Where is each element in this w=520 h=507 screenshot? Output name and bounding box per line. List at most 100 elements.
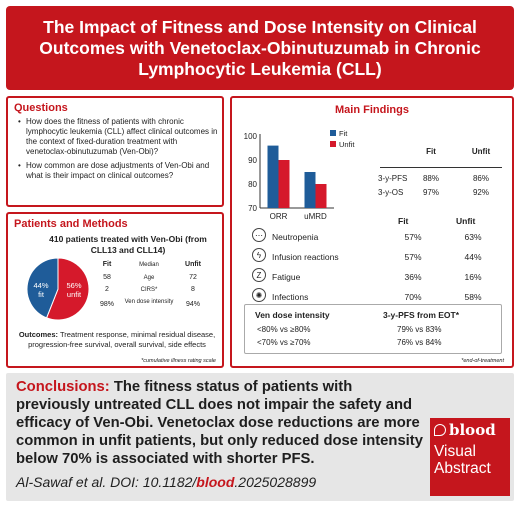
row-label: 3-y-OS: [378, 188, 404, 197]
legend-fit: Fit: [330, 128, 354, 139]
questions-panel: Questions How does the fitness of patien…: [6, 96, 224, 207]
infection-icon: ✺: [252, 288, 266, 302]
cell-fit: 58: [103, 274, 111, 281]
row-label: 3-y-PFS: [378, 174, 408, 183]
bar-fit-orr: [267, 145, 279, 208]
fitness-pie-chart: 44% fit 56% unfit: [26, 257, 90, 321]
cell-unfit: 44%: [464, 252, 482, 262]
cell-fit: 97%: [422, 188, 439, 197]
conclusions-label: Conclusions:: [16, 379, 110, 395]
citation-journal: blood: [196, 474, 235, 490]
badge-line-1: Visual: [434, 443, 476, 460]
dose-row-label: <70% vs ≥70%: [257, 338, 311, 347]
survival-header-row: Fit Unfit: [378, 147, 512, 159]
table-row: ϟ Infusion reactions 57% 44%: [252, 248, 502, 266]
cell-unfit: 94%: [185, 301, 200, 308]
header-unfit: Unfit: [185, 261, 201, 268]
neutropenia-icon: ⋯: [252, 228, 266, 242]
lightning-icon: ϟ: [252, 248, 266, 262]
blood-drop-icon: [434, 424, 446, 436]
bar-unfit-orr: [278, 160, 290, 208]
findings-title: Main Findings: [335, 104, 409, 116]
ae-name: Fatigue: [272, 272, 301, 282]
eot-footnote: *end-of-treatment: [461, 358, 504, 364]
survival-divider: [380, 167, 502, 168]
blood-logo: blood: [434, 421, 506, 439]
table-row: 58 Age 72: [98, 274, 210, 285]
cirs-footnote: *cumulative illness rating scale: [141, 358, 216, 364]
citation[interactable]: Al-Sawaf et al. DOI: 10.1182/blood.20250…: [16, 474, 316, 490]
methods-panel: Patients and Methods 410 patients treate…: [6, 212, 224, 368]
badge-line-2: Abstract: [434, 460, 491, 477]
outcomes-list: Treatment response, minimal residual dis…: [28, 330, 216, 349]
fatigue-icon: Z: [252, 268, 266, 282]
cell-fit: 2: [105, 286, 109, 293]
table-row: 98% Ven dose intensity 94%: [98, 299, 210, 310]
bar-fit-umrd: [304, 172, 316, 208]
cell-unfit: 63%: [464, 232, 482, 242]
dose-heading-right: 3-y-PFS from EOT*: [383, 310, 460, 320]
findings-panel: Main Findings 70 80 90 100 ORR uMRD Fit Unfit…: [230, 96, 514, 368]
cell-unfit: 72: [189, 274, 197, 281]
table-row: 3-y-PFS 88% 86%: [378, 174, 512, 186]
cell-fit: 57%: [404, 232, 422, 242]
ae-name: Neutropenia: [272, 232, 319, 242]
table-row: ⋯ Neutropenia 57% 63%: [252, 228, 502, 246]
cell-fit: 98%: [99, 301, 114, 308]
cohort-heading: 410 patients treated with Ven-Obi (from …: [49, 234, 207, 255]
badge-text: Visual Abstract: [434, 443, 506, 477]
chart-legend: Fit Unfit: [330, 128, 354, 150]
header-median: Median: [139, 262, 159, 268]
outcomes-label: Outcomes:: [18, 330, 59, 339]
dose-heading-left: Ven dose intensity: [255, 310, 330, 320]
x-tick-label: ORR: [270, 212, 288, 221]
cell-unfit: 58%: [464, 292, 482, 302]
dose-row-value: 76% vs 84%: [397, 338, 442, 347]
table-row: ✺ Infections 70% 58%: [252, 288, 502, 306]
visual-abstract-badge: blood Visual Abstract: [430, 418, 510, 496]
header-fit: Fit: [426, 147, 436, 156]
cell-fit: 57%: [404, 252, 422, 262]
bar-unfit-umrd: [315, 184, 327, 208]
cell-label: Ven dose intensity: [124, 299, 174, 305]
cell-fit: 70%: [404, 292, 422, 302]
y-tick-label: 100: [244, 132, 258, 141]
pie-slice-fit: [26, 257, 59, 319]
blood-logo-text: blood: [449, 421, 496, 439]
y-tick-label: 80: [248, 180, 257, 189]
legend-swatch-fit: [330, 130, 336, 136]
dose-intensity-box: Ven dose intensity 3-y-PFS from EOT* <80…: [244, 304, 502, 354]
response-bar-chart: 70 80 90 100 ORR uMRD: [238, 128, 358, 228]
legend-swatch-unfit: [330, 141, 336, 147]
y-tick-label: 90: [248, 156, 257, 165]
ae-header-unfit: Unfit: [456, 216, 476, 226]
conclusions-body: The fitness status of patients with prev…: [16, 379, 423, 467]
pie-slice-unfit: [45, 257, 90, 321]
conclusions-panel: Conclusions: The fitness status of patie…: [6, 373, 514, 501]
outcomes-text: Outcomes: Treatment response, minimal re…: [16, 330, 218, 349]
cell-label: Age: [143, 275, 155, 281]
ae-name: Infections: [272, 292, 309, 302]
legend-fit-label: Fit: [339, 129, 348, 138]
x-tick-label: uMRD: [304, 212, 327, 221]
conclusions-text: Conclusions: The fitness status of patie…: [16, 378, 430, 468]
questions-list: How does the fitness of patients with ch…: [18, 117, 220, 185]
cell-unfit: 92%: [472, 188, 489, 197]
cell-fit: 36%: [404, 272, 422, 282]
citation-suffix: .2025028899: [234, 474, 317, 490]
questions-title: Questions: [14, 102, 68, 114]
table-row: 2 CIRS* 8: [98, 286, 210, 297]
pie-svg: [26, 257, 90, 321]
cell-label: CIRS*: [140, 287, 158, 293]
legend-unfit: Unfit: [330, 139, 354, 150]
ae-header-fit: Fit: [398, 216, 409, 226]
cell-fit: 88%: [422, 174, 439, 183]
cell-unfit: 8: [191, 286, 195, 293]
table-row: Z Fatigue 36% 16%: [252, 268, 502, 286]
citation-prefix: Al-Sawaf et al. DOI: 10.1182/: [16, 474, 197, 490]
y-tick-label: 70: [248, 204, 257, 213]
bar-chart-svg: 70 80 90 100 ORR uMRD: [244, 132, 334, 221]
question-item: How common are dose adjustments of Ven-O…: [18, 161, 220, 181]
page-title: The Impact of Fitness and Dose Intensity…: [6, 6, 514, 90]
header-fit: Fit: [102, 261, 112, 268]
